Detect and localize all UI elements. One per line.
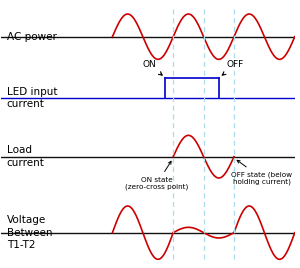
Text: OFF: OFF — [222, 61, 244, 75]
Text: OFF state (below
holding current): OFF state (below holding current) — [231, 160, 292, 185]
Text: AC power: AC power — [7, 32, 56, 42]
Text: ON: ON — [142, 61, 162, 75]
Text: ON state
(zero-cross point): ON state (zero-cross point) — [125, 161, 189, 190]
Text: Load
current: Load current — [7, 146, 44, 168]
Text: Voltage
Between
T1-T2: Voltage Between T1-T2 — [7, 215, 52, 250]
Text: LED input
current: LED input current — [7, 87, 57, 109]
